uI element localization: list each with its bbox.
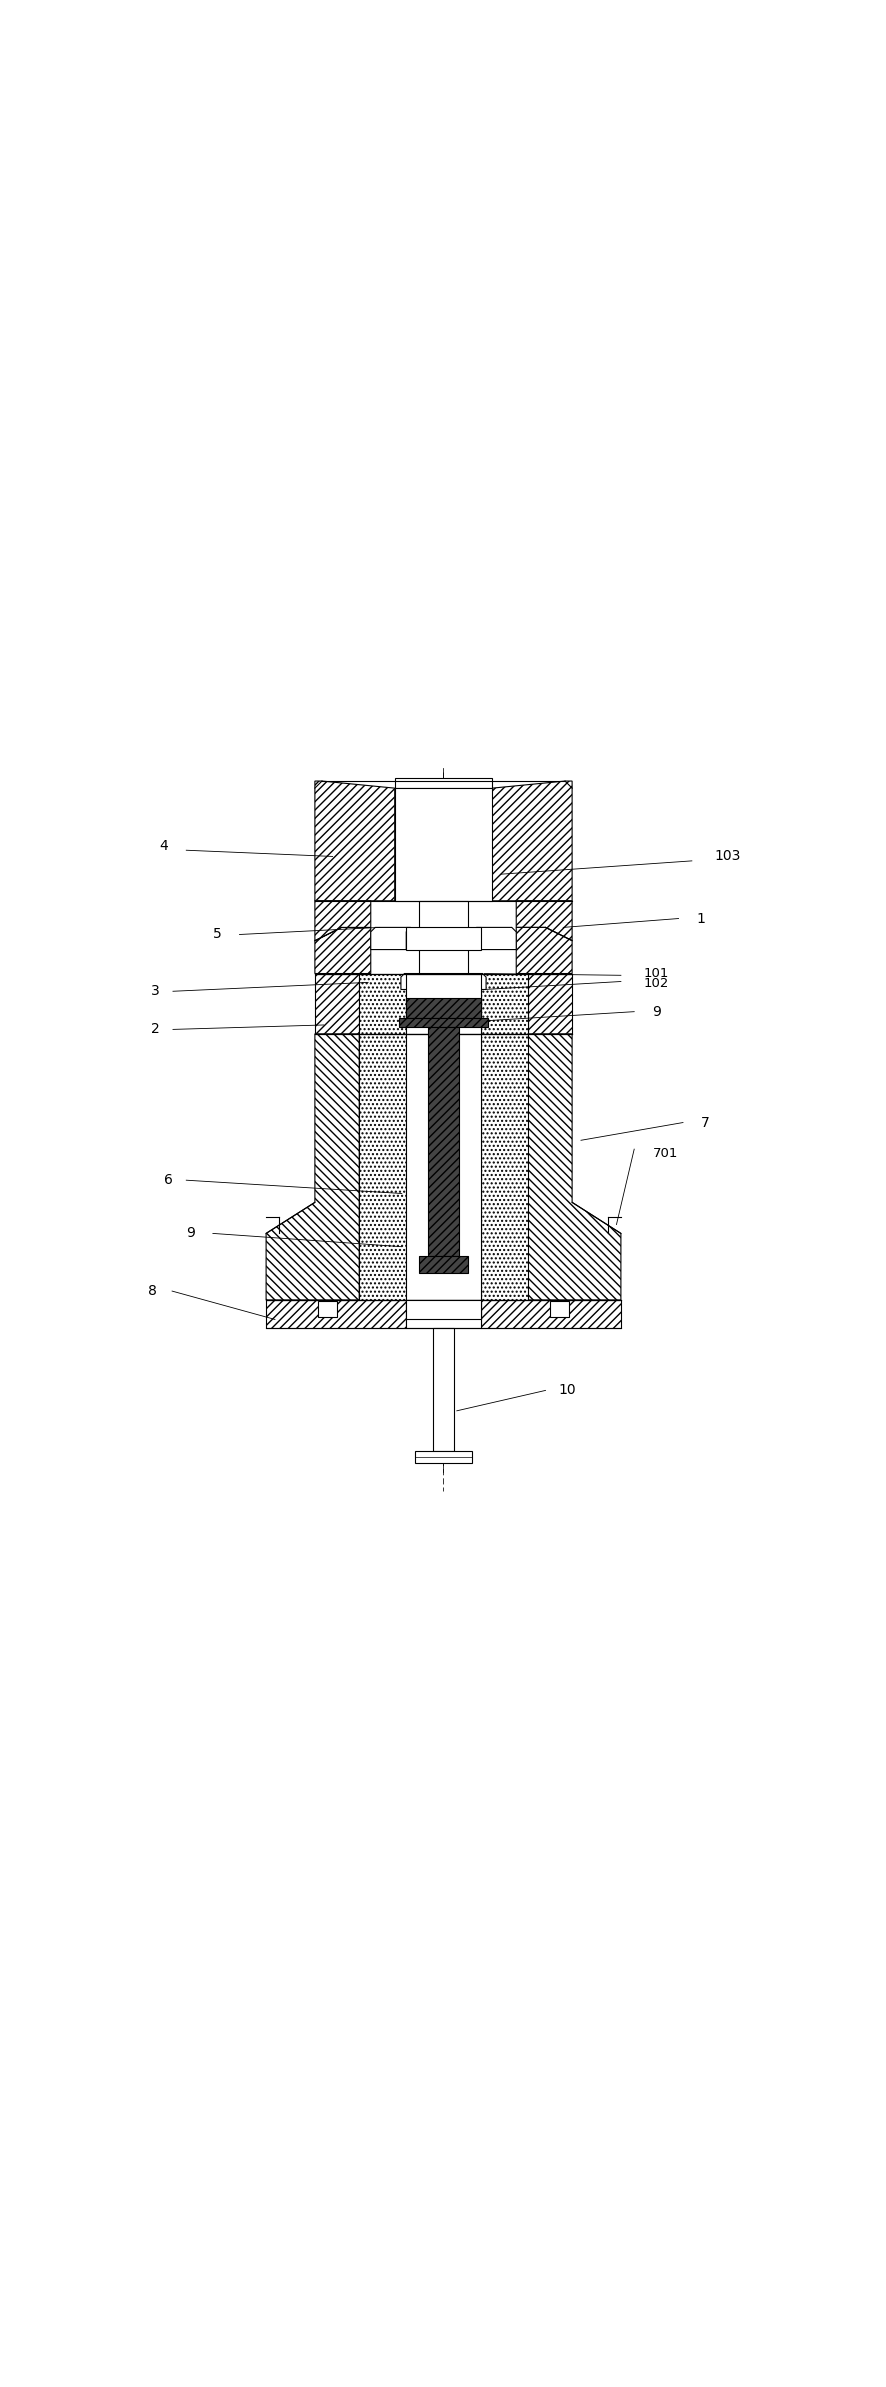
Text: 9: 9	[651, 1005, 660, 1019]
Text: 1: 1	[696, 912, 704, 926]
Text: 6: 6	[164, 1172, 173, 1186]
Text: 4: 4	[159, 838, 168, 852]
Bar	[427, 1026, 459, 1256]
Text: 103: 103	[713, 850, 740, 864]
Text: 101: 101	[643, 967, 668, 981]
Polygon shape	[266, 1301, 406, 1327]
Text: 2: 2	[151, 1022, 159, 1036]
Polygon shape	[315, 929, 370, 974]
Text: 701: 701	[652, 1148, 677, 1160]
Bar	[399, 1017, 487, 1026]
Text: 10: 10	[558, 1384, 576, 1396]
Polygon shape	[315, 900, 370, 940]
Polygon shape	[492, 781, 571, 900]
Bar	[359, 974, 406, 1034]
Polygon shape	[516, 929, 571, 974]
Bar	[480, 1034, 527, 1301]
Polygon shape	[266, 1034, 359, 1301]
Bar	[549, 1301, 569, 1318]
Text: 5: 5	[213, 929, 222, 940]
Bar	[406, 1301, 480, 1327]
Polygon shape	[476, 929, 516, 950]
Bar	[394, 778, 492, 788]
Bar	[394, 788, 492, 900]
Bar	[418, 1256, 468, 1272]
Bar	[415, 1451, 471, 1463]
Text: 9: 9	[186, 1227, 195, 1241]
Bar	[432, 1327, 454, 1451]
Bar	[406, 1034, 480, 1301]
Polygon shape	[315, 974, 359, 1034]
Bar	[418, 900, 468, 974]
Text: 7: 7	[700, 1115, 709, 1129]
Bar	[480, 974, 527, 1034]
Bar	[406, 998, 480, 1017]
Polygon shape	[400, 974, 486, 991]
Polygon shape	[315, 781, 394, 900]
Bar	[406, 974, 480, 1034]
Text: 8: 8	[148, 1284, 157, 1299]
Text: 102: 102	[643, 976, 668, 991]
Polygon shape	[527, 1034, 620, 1301]
Polygon shape	[516, 900, 571, 940]
Bar	[406, 929, 480, 950]
Bar	[317, 1301, 337, 1318]
Polygon shape	[480, 1301, 620, 1327]
Text: 3: 3	[151, 983, 159, 998]
Polygon shape	[527, 974, 571, 1034]
Bar	[359, 1034, 406, 1301]
Bar	[406, 1301, 480, 1320]
Polygon shape	[370, 929, 410, 950]
